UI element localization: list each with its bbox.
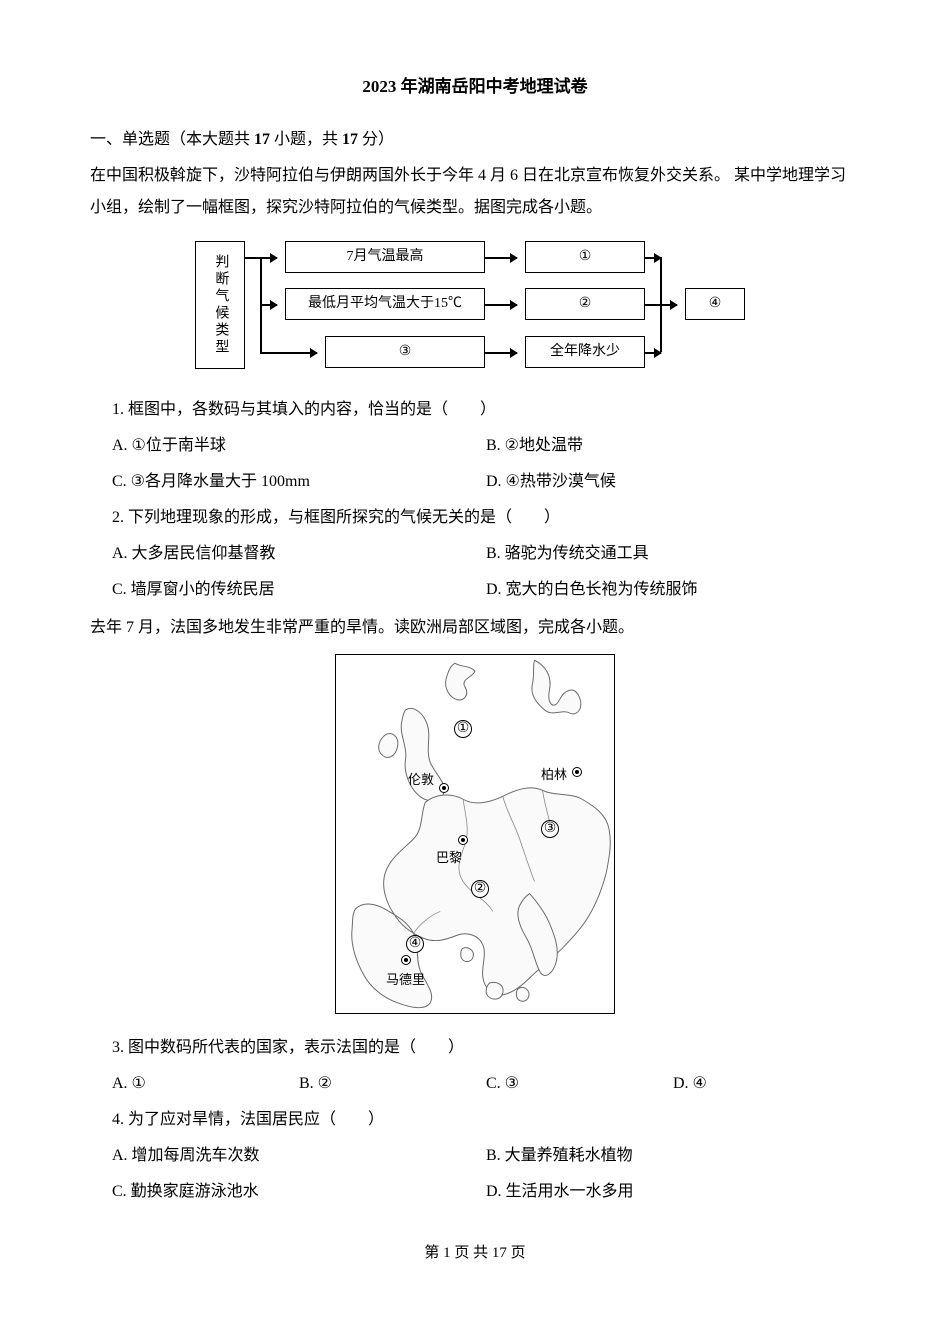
q4-option-b: B. 大量养殖耗水植物 [486,1140,860,1172]
city-dot-london [439,783,449,793]
q2-option-c: C. 墙厚窗小的传统民居 [112,574,486,606]
section-suffix: 分） [358,131,394,148]
flowchart-arrow-r2-final [645,304,677,306]
flowchart-arrow-r1-v [645,257,661,259]
q1-option-c: C. ③各月降水量大于 100mm [112,466,486,498]
map-marker-4: ④ [406,935,424,953]
q4-option-a: A. 增加每周洗车次数 [112,1140,486,1172]
q2-option-d: D. 宽大的白色长袍为传统服饰 [486,574,860,606]
flowchart-start-node: 判断气候类型 [195,241,245,369]
q2-option-a: A. 大多居民信仰基督教 [112,538,486,570]
question-4-options-row2: C. 勤换家庭游泳池水 D. 生活用水一水多用 [112,1176,860,1208]
question-3: 3. 图中数码所代表的国家，表示法国的是（ ） [112,1032,860,1064]
intro1-line1: 在中国积极斡旋下，沙特阿拉伯与伊朗两国外长于今年 4 月 6 日在北京宣布恢复外… [90,167,730,184]
section-prefix: 一、单选题（本大题共 [90,131,254,148]
city-label-madrid: 马德里 [386,967,425,993]
map-marker-3: ③ [541,820,559,838]
q1-option-d: D. ④热带沙漠气候 [486,466,860,498]
q4-option-d: D. 生活用水一水多用 [486,1176,860,1208]
map-container: ① ② ③ ④ 伦敦 柏林 巴黎 马德里 [90,654,860,1014]
flowchart-container: 判断气候类型 7月气温最高 最低月平均气温大于15℃ ③ ① ② 全年降水少 ④ [90,236,860,376]
europe-map: ① ② ③ ④ 伦敦 柏林 巴黎 马德里 [335,654,615,1014]
q2-option-b: B. 骆驼为传统交通工具 [486,538,860,570]
section-mid: 小题，共 [270,131,342,148]
q4-option-c: C. 勤换家庭游泳池水 [112,1176,486,1208]
city-label-paris: 巴黎 [436,845,462,871]
question-2-options-row2: C. 墙厚窗小的传统民居 D. 宽大的白色长袍为传统服饰 [112,574,860,606]
q3-option-b: B. ② [299,1068,486,1100]
flowchart-mid3-node: ③ [325,336,485,368]
city-dot-berlin [572,767,582,777]
question-1-options-row2: C. ③各月降水量大于 100mm D. ④热带沙漠气候 [112,466,860,498]
city-label-berlin: 柏林 [541,762,567,788]
flowchart-right1-node: ① [525,241,645,273]
page-title: 2023 年湖南岳阳中考地理试卷 [90,70,860,104]
footer-suffix: 页 [507,1245,526,1261]
flowchart-arrow-r3-v [645,352,661,354]
question-4-options-row1: A. 增加每周洗车次数 B. 大量养殖耗水植物 [112,1140,860,1172]
footer-prefix: 第 [424,1245,443,1261]
flowchart-arrow-m1-r1 [485,257,517,259]
city-dot-paris [458,835,468,845]
question-1: 1. 框图中，各数码与其填入的内容，恰当的是（ ） [112,394,860,426]
flowchart-arrow-m2-r2 [485,304,517,306]
flowchart-arrow-s-m2 [260,304,277,306]
q3-option-a: A. ① [112,1068,299,1100]
flowchart-arrow-m3-r3 [485,352,517,354]
page-footer: 第 1 页 共 17 页 [90,1238,860,1268]
map-marker-2: ② [471,880,489,898]
flowchart-final-node: ④ [685,288,745,320]
q3-option-c: C. ③ [486,1068,673,1100]
flowchart: 判断气候类型 7月气温最高 最低月平均气温大于15℃ ③ ① ② 全年降水少 ④ [195,236,755,376]
question-3-options: A. ① B. ② C. ③ D. ④ [112,1068,860,1100]
q1-option-b: B. ②地处温带 [486,430,860,462]
question-2-options-row1: A. 大多居民信仰基督教 B. 骆驼为传统交通工具 [112,538,860,570]
flowchart-right3-node: 全年降水少 [525,336,645,368]
question-4: 4. 为了应对旱情，法国居民应（ ） [112,1104,860,1136]
intro-paragraph-1: 在中国积极斡旋下，沙特阿拉伯与伊朗两国外长于今年 4 月 6 日在北京宣布恢复外… [90,160,860,224]
footer-total: 17 [492,1245,507,1261]
map-svg [336,655,614,1013]
section-count: 17 [254,131,270,148]
flowchart-arrow-s-m1 [245,257,277,259]
section-points: 17 [342,131,358,148]
question-2: 2. 下列地理现象的形成，与框图所探究的气候无关的是（ ） [112,502,860,534]
intro-paragraph-2: 去年 7 月，法国多地发生非常严重的旱情。读欧洲局部区域图，完成各小题。 [90,612,860,644]
city-dot-madrid [401,955,411,965]
question-1-options-row1: A. ①位于南半球 B. ②地处温带 [112,430,860,462]
q1-option-a: A. ①位于南半球 [112,430,486,462]
map-marker-1: ① [454,720,472,738]
flowchart-arrow-s-m3 [260,352,317,354]
footer-mid: 页 共 [451,1245,492,1261]
section-header: 一、单选题（本大题共 17 小题，共 17 分） [90,124,860,156]
flowchart-mid1-node: 7月气温最高 [285,241,485,273]
city-label-london: 伦敦 [408,767,434,793]
flowchart-right2-node: ② [525,288,645,320]
flowchart-mid2-node: 最低月平均气温大于15℃ [285,288,485,320]
q3-option-d: D. ④ [673,1068,860,1100]
footer-page: 1 [443,1245,451,1261]
